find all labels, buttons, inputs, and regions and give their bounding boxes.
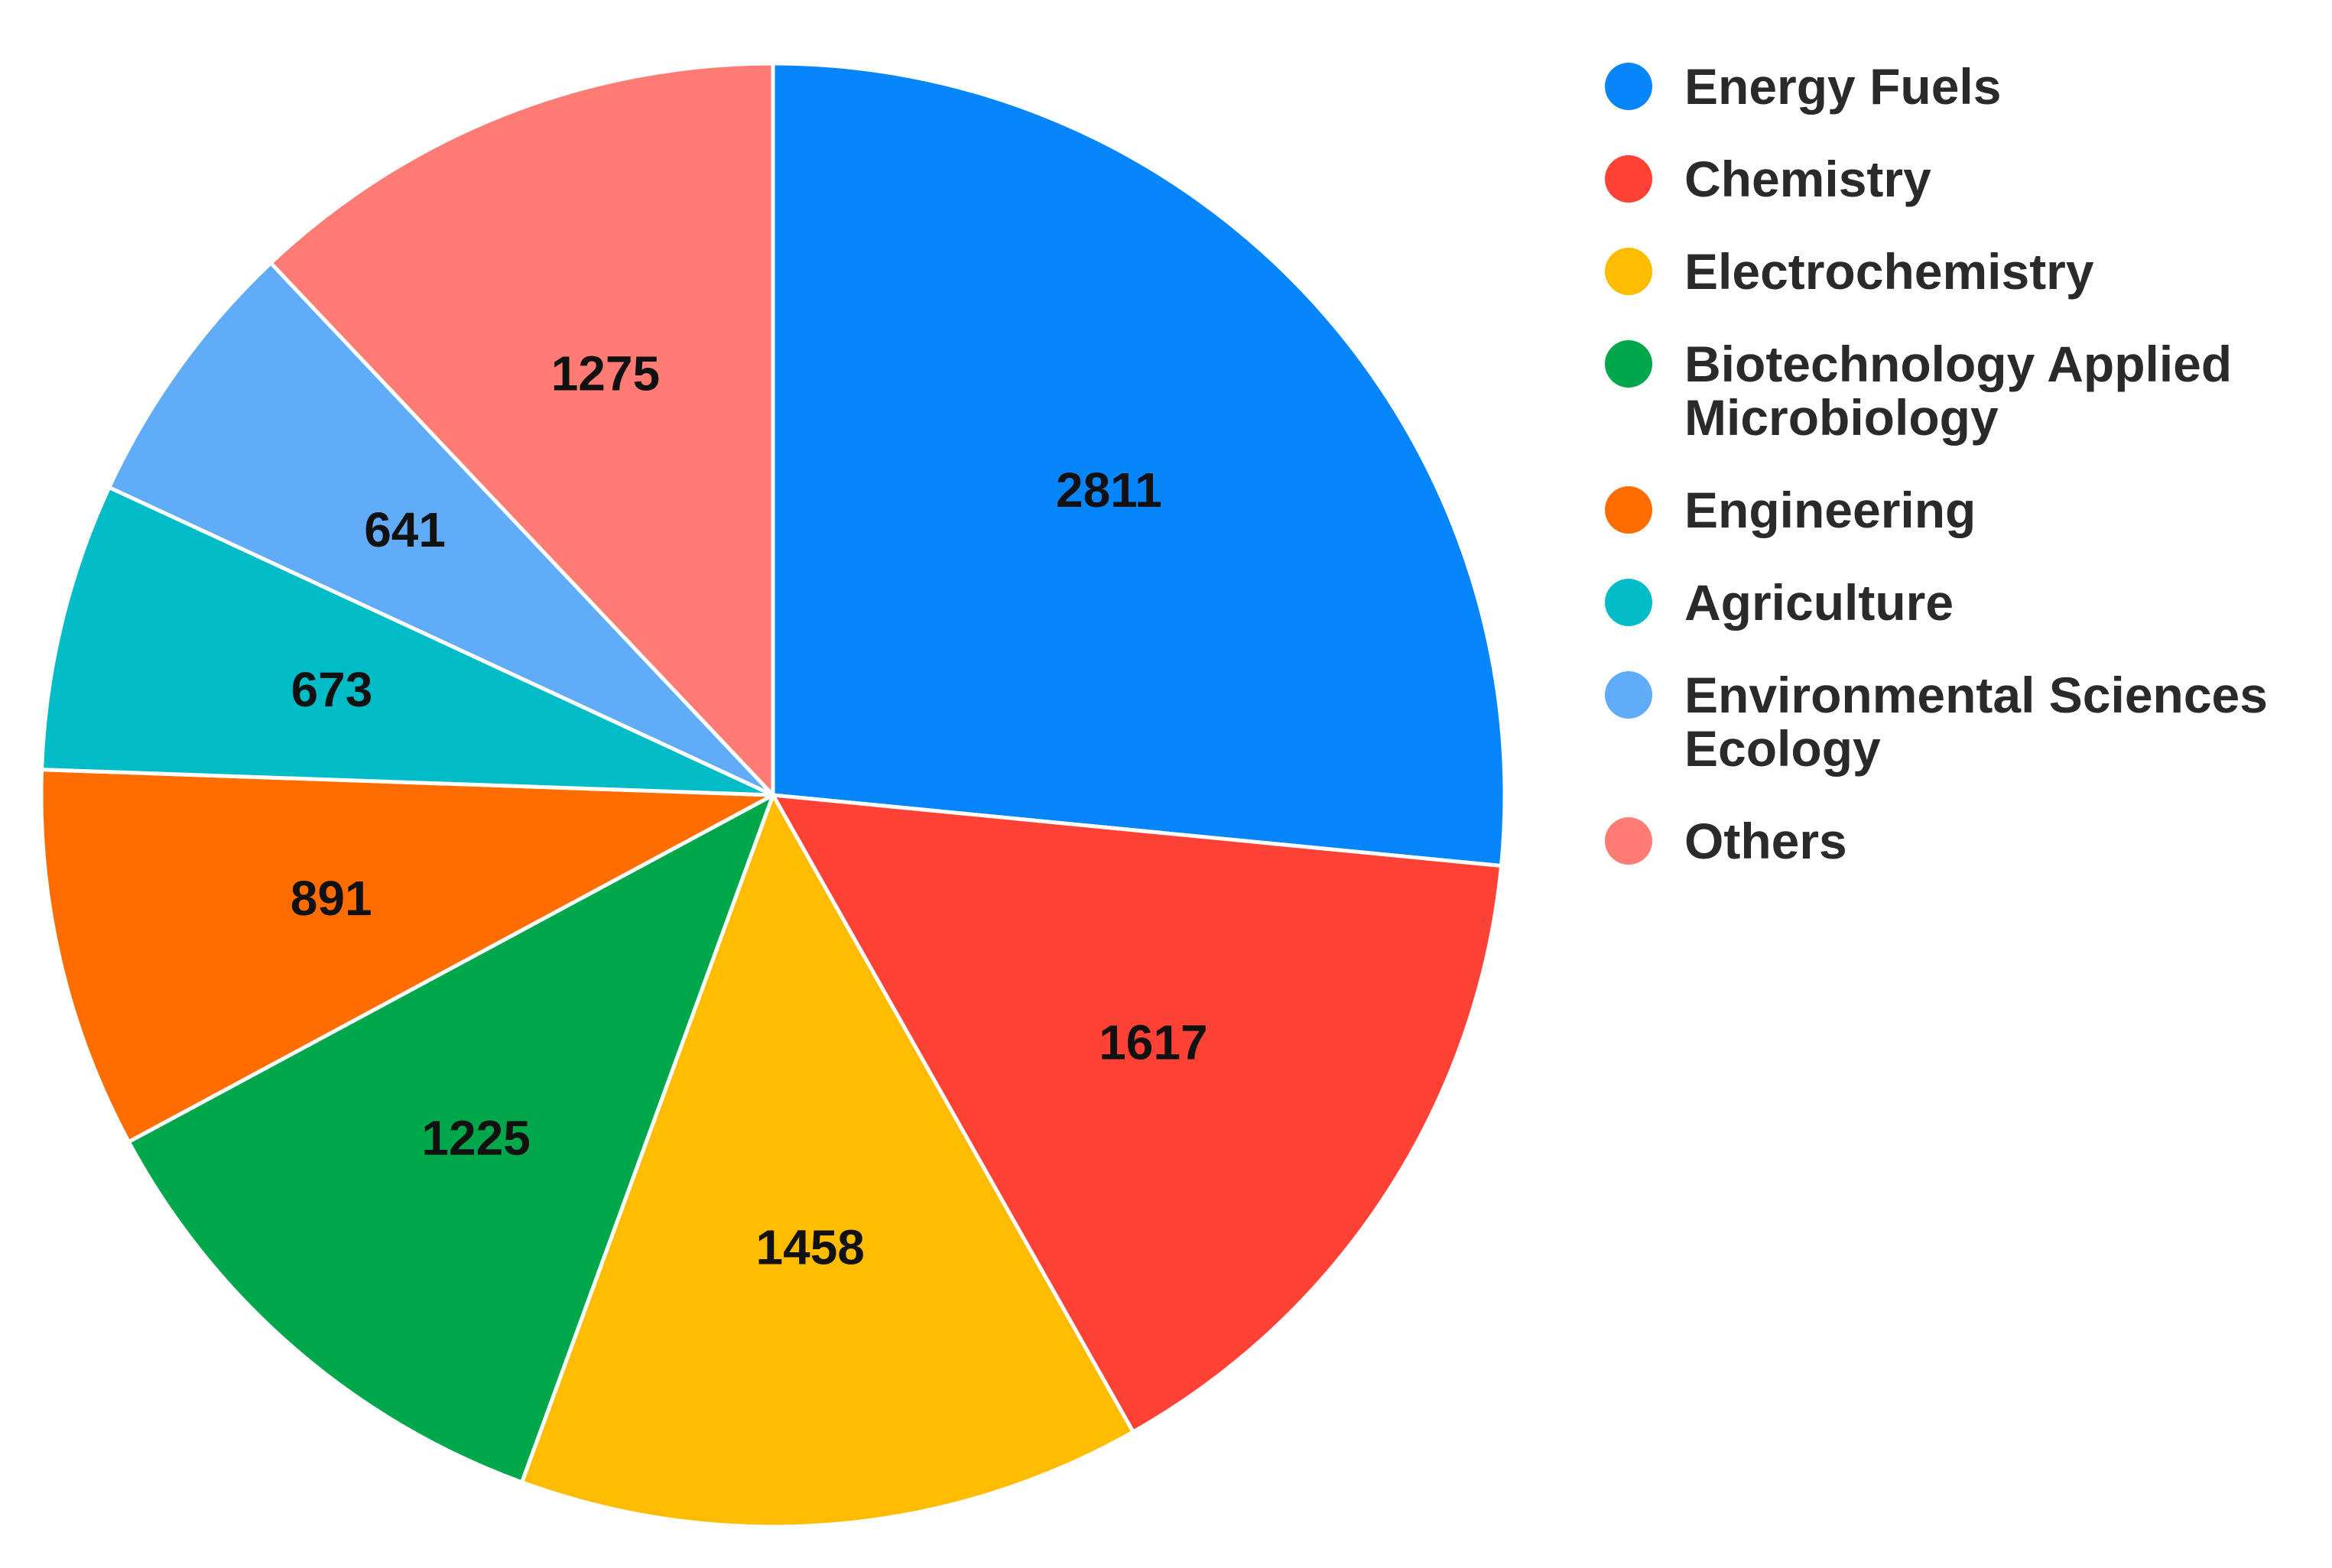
legend-label: Engineering xyxy=(1684,482,1976,538)
legend-swatch xyxy=(1605,671,1652,719)
legend-swatch xyxy=(1605,579,1652,626)
legend-item: Others xyxy=(1605,813,1847,869)
legend-item: Electrochemistry xyxy=(1605,243,2094,300)
slice-value-label: 2811 xyxy=(1056,463,1162,518)
legend-label: Microbiology xyxy=(1684,389,1999,446)
legend-swatch xyxy=(1605,817,1652,865)
legend-label: Chemistry xyxy=(1684,151,1931,207)
legend-swatch xyxy=(1605,340,1652,388)
legend-swatch xyxy=(1605,248,1652,295)
legend-label: Electrochemistry xyxy=(1684,243,2094,300)
legend-label: Others xyxy=(1684,813,1847,869)
legend-swatch xyxy=(1605,486,1652,534)
legend-swatch xyxy=(1605,155,1652,203)
pie-slice-4 xyxy=(126,793,775,1485)
pie-slice-6 xyxy=(40,485,775,797)
pie-data-labels: 2811 1617 1458 1225 891 673 641 1275 xyxy=(291,346,1208,1275)
legend-item: Energy Fuels xyxy=(1605,58,2001,115)
pie-slice-7 xyxy=(107,261,775,797)
pie-slice-3 xyxy=(520,793,1135,1529)
pie-slice-2 xyxy=(771,793,1504,1434)
legend-label: Agriculture xyxy=(1684,574,1954,631)
legend: Energy Fuels Chemistry Electrochemistry Bio… xyxy=(1605,58,2268,869)
pie-slice-8 xyxy=(268,61,775,797)
slice-value-label: 891 xyxy=(291,871,372,926)
legend-item: Engineering xyxy=(1605,482,1976,538)
legend-item: Agriculture xyxy=(1605,574,1954,631)
pie-slice-5 xyxy=(39,768,775,1144)
slice-value-label: 641 xyxy=(364,502,446,557)
legend-label: Biotechnology Applied xyxy=(1684,336,2232,392)
pie-slices xyxy=(39,61,1507,1529)
legend-label: Energy Fuels xyxy=(1684,58,2001,115)
slice-value-label: 1617 xyxy=(1099,1014,1207,1070)
pie-slice-1 xyxy=(771,61,1507,868)
legend-item: Chemistry xyxy=(1605,151,1931,207)
slice-value-label: 1458 xyxy=(756,1219,865,1274)
legend-swatch xyxy=(1605,63,1652,110)
slice-value-label: 1275 xyxy=(551,346,660,401)
legend-label: Ecology xyxy=(1684,720,1881,777)
slice-value-label: 673 xyxy=(291,662,373,717)
slice-value-label: 1225 xyxy=(421,1111,530,1166)
legend-label: Environmental Sciences xyxy=(1684,667,2268,723)
